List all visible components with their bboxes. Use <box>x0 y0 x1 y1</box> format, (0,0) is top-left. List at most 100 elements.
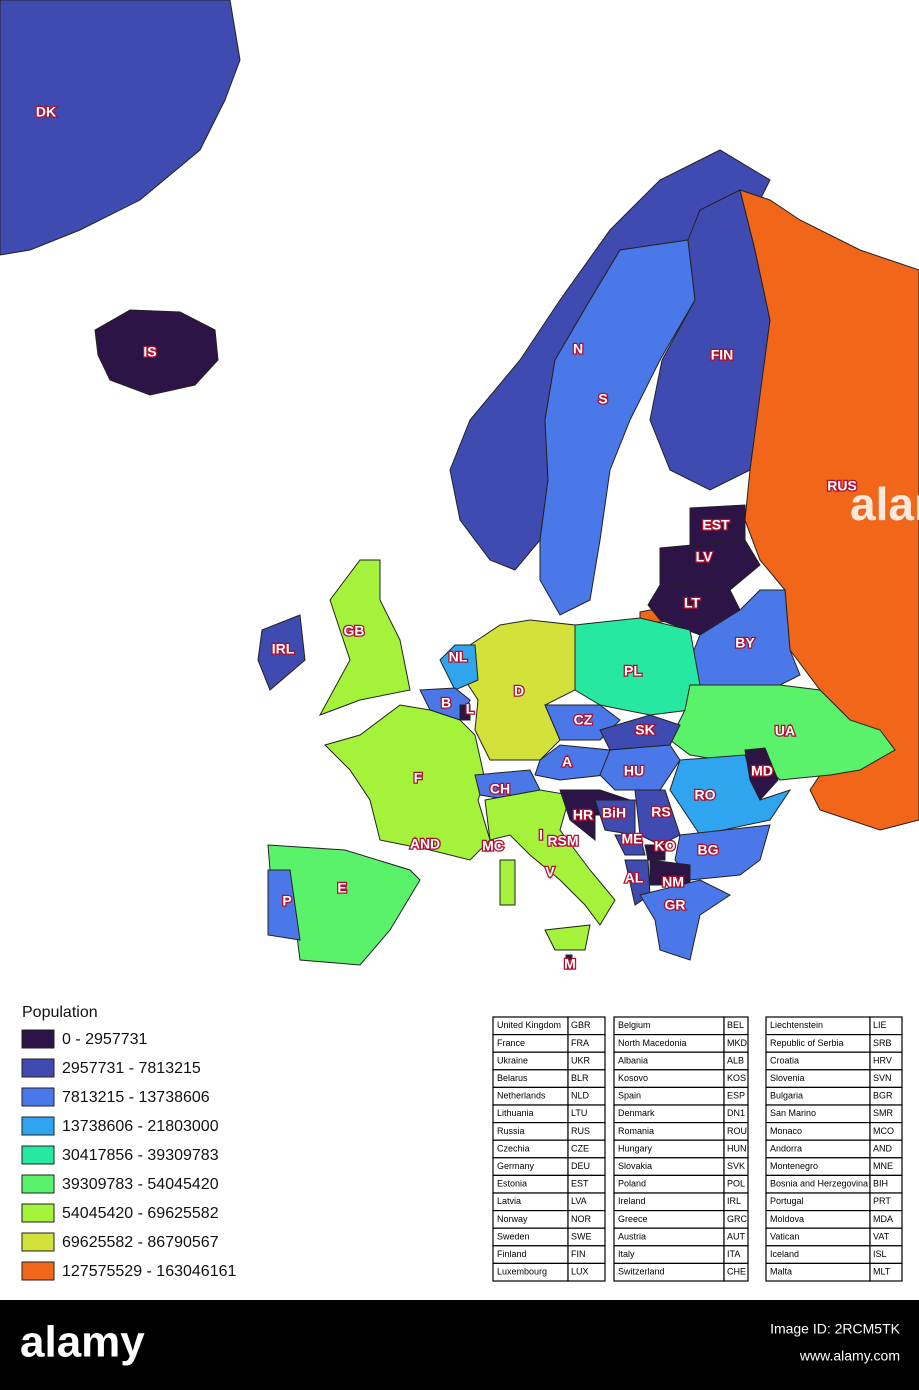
country-label: HU <box>624 763 644 779</box>
country-name: Netherlands <box>497 1091 546 1101</box>
country <box>644 844 666 861</box>
country-name: Czechia <box>497 1143 530 1153</box>
country-code: EST <box>571 1179 589 1189</box>
country-label: I <box>539 827 543 843</box>
country-code: ITA <box>727 1249 740 1259</box>
country-code: FRA <box>571 1038 589 1048</box>
country-code: SMR <box>873 1108 894 1118</box>
country-label: PL <box>624 663 642 679</box>
country-code: ROU <box>727 1126 747 1136</box>
legend-swatch <box>21 1145 55 1165</box>
country-name: Monaco <box>770 1126 802 1136</box>
country-name: Malta <box>770 1267 792 1277</box>
country-label: GR <box>665 897 686 913</box>
country-label: NM <box>662 874 684 890</box>
country-code: RUS <box>571 1126 590 1136</box>
country-name: Estonia <box>497 1179 527 1189</box>
country-name: Portugal <box>770 1196 804 1206</box>
country-code: PRT <box>873 1196 891 1206</box>
country-label: FIN <box>711 347 734 363</box>
country-name: Liechtenstein <box>770 1020 823 1030</box>
country <box>94 309 219 396</box>
code-tables: United Kingdom GBR France FRA Ukraine UKR Bela… <box>492 1016 903 1282</box>
country-code: SVK <box>727 1161 745 1171</box>
country-code: BEL <box>727 1020 744 1030</box>
country-name: Poland <box>618 1179 646 1189</box>
country <box>565 954 573 961</box>
country-code: MDA <box>873 1214 893 1224</box>
country-name: Latvia <box>497 1196 521 1206</box>
country <box>539 239 696 616</box>
footer-url: www.alamy.com <box>799 1348 900 1364</box>
country-name: Slovakia <box>618 1161 652 1171</box>
country-label: BY <box>735 635 755 651</box>
country-label: AL <box>625 870 644 886</box>
country-label: LV <box>696 549 714 565</box>
country-code: IRL <box>727 1196 741 1206</box>
country-label: IS <box>143 344 156 360</box>
country-code: NLD <box>571 1091 590 1101</box>
country-name: Ireland <box>618 1196 646 1206</box>
country-label: GB <box>344 623 365 639</box>
country-code: BLR <box>571 1073 589 1083</box>
country-label: SK <box>635 722 654 738</box>
country-name: Iceland <box>770 1249 799 1259</box>
country-name: Montenegro <box>770 1161 818 1171</box>
country <box>634 789 681 846</box>
country-name: Germany <box>497 1161 535 1171</box>
country-name: Italy <box>618 1249 635 1259</box>
country-code: MCO <box>873 1126 894 1136</box>
country-label: IRL <box>272 641 295 657</box>
country-label: V <box>545 864 555 880</box>
country-code: UKR <box>571 1055 591 1065</box>
country-code: MNE <box>873 1161 893 1171</box>
country-name: Bulgaria <box>770 1091 803 1101</box>
legend-label: 2957731 - 7813215 <box>62 1060 201 1077</box>
legend-label: 39309783 - 54045420 <box>62 1176 219 1193</box>
table-cell <box>869 1262 903 1282</box>
country-label: B <box>441 695 451 711</box>
country-label: RSM <box>547 833 578 849</box>
country-code: ISL <box>873 1249 887 1259</box>
country-code: DN1 <box>727 1108 745 1118</box>
country-code: MLT <box>873 1267 891 1277</box>
country-code: GBR <box>571 1020 591 1030</box>
footer-image-id: Image ID: 2RCM5TK <box>770 1321 901 1337</box>
country-label: MD <box>751 763 773 779</box>
country-label: P <box>282 893 291 909</box>
country-name: Kosovo <box>618 1073 648 1083</box>
country-name: Greece <box>618 1214 648 1224</box>
country-code: SRB <box>873 1038 892 1048</box>
country-label: N <box>573 341 583 357</box>
country-name: Sweden <box>497 1231 530 1241</box>
country-code: LUX <box>571 1267 589 1277</box>
country-code: LIE <box>873 1020 887 1030</box>
country-name: Spain <box>618 1091 641 1101</box>
country-label: KO <box>655 838 676 854</box>
country <box>659 539 761 591</box>
country-name: North Macedonia <box>618 1038 687 1048</box>
country-label: RS <box>651 804 670 820</box>
country-name: Hungary <box>618 1143 653 1153</box>
country-label: MC <box>482 838 504 854</box>
legend-swatch <box>21 1029 55 1049</box>
country <box>318 559 411 716</box>
country-name: Ukraine <box>497 1055 528 1065</box>
country <box>439 644 479 691</box>
legend-label: 7813215 - 13738606 <box>62 1089 210 1106</box>
country-name: Switzerland <box>618 1267 665 1277</box>
country-name: Denmark <box>618 1108 655 1118</box>
country-label: M <box>564 956 576 972</box>
legend-swatch <box>21 1174 55 1194</box>
country-code: MKD <box>727 1038 748 1048</box>
legend-swatch <box>21 1203 55 1223</box>
legend-swatch <box>21 1261 55 1281</box>
country-label: RO <box>695 787 716 803</box>
country-label: EST <box>702 517 730 533</box>
country <box>599 714 681 751</box>
country-name: Belarus <box>497 1073 528 1083</box>
country-label: A <box>562 754 572 770</box>
legend-swatch <box>21 1058 55 1078</box>
country-label: ME <box>622 831 643 847</box>
